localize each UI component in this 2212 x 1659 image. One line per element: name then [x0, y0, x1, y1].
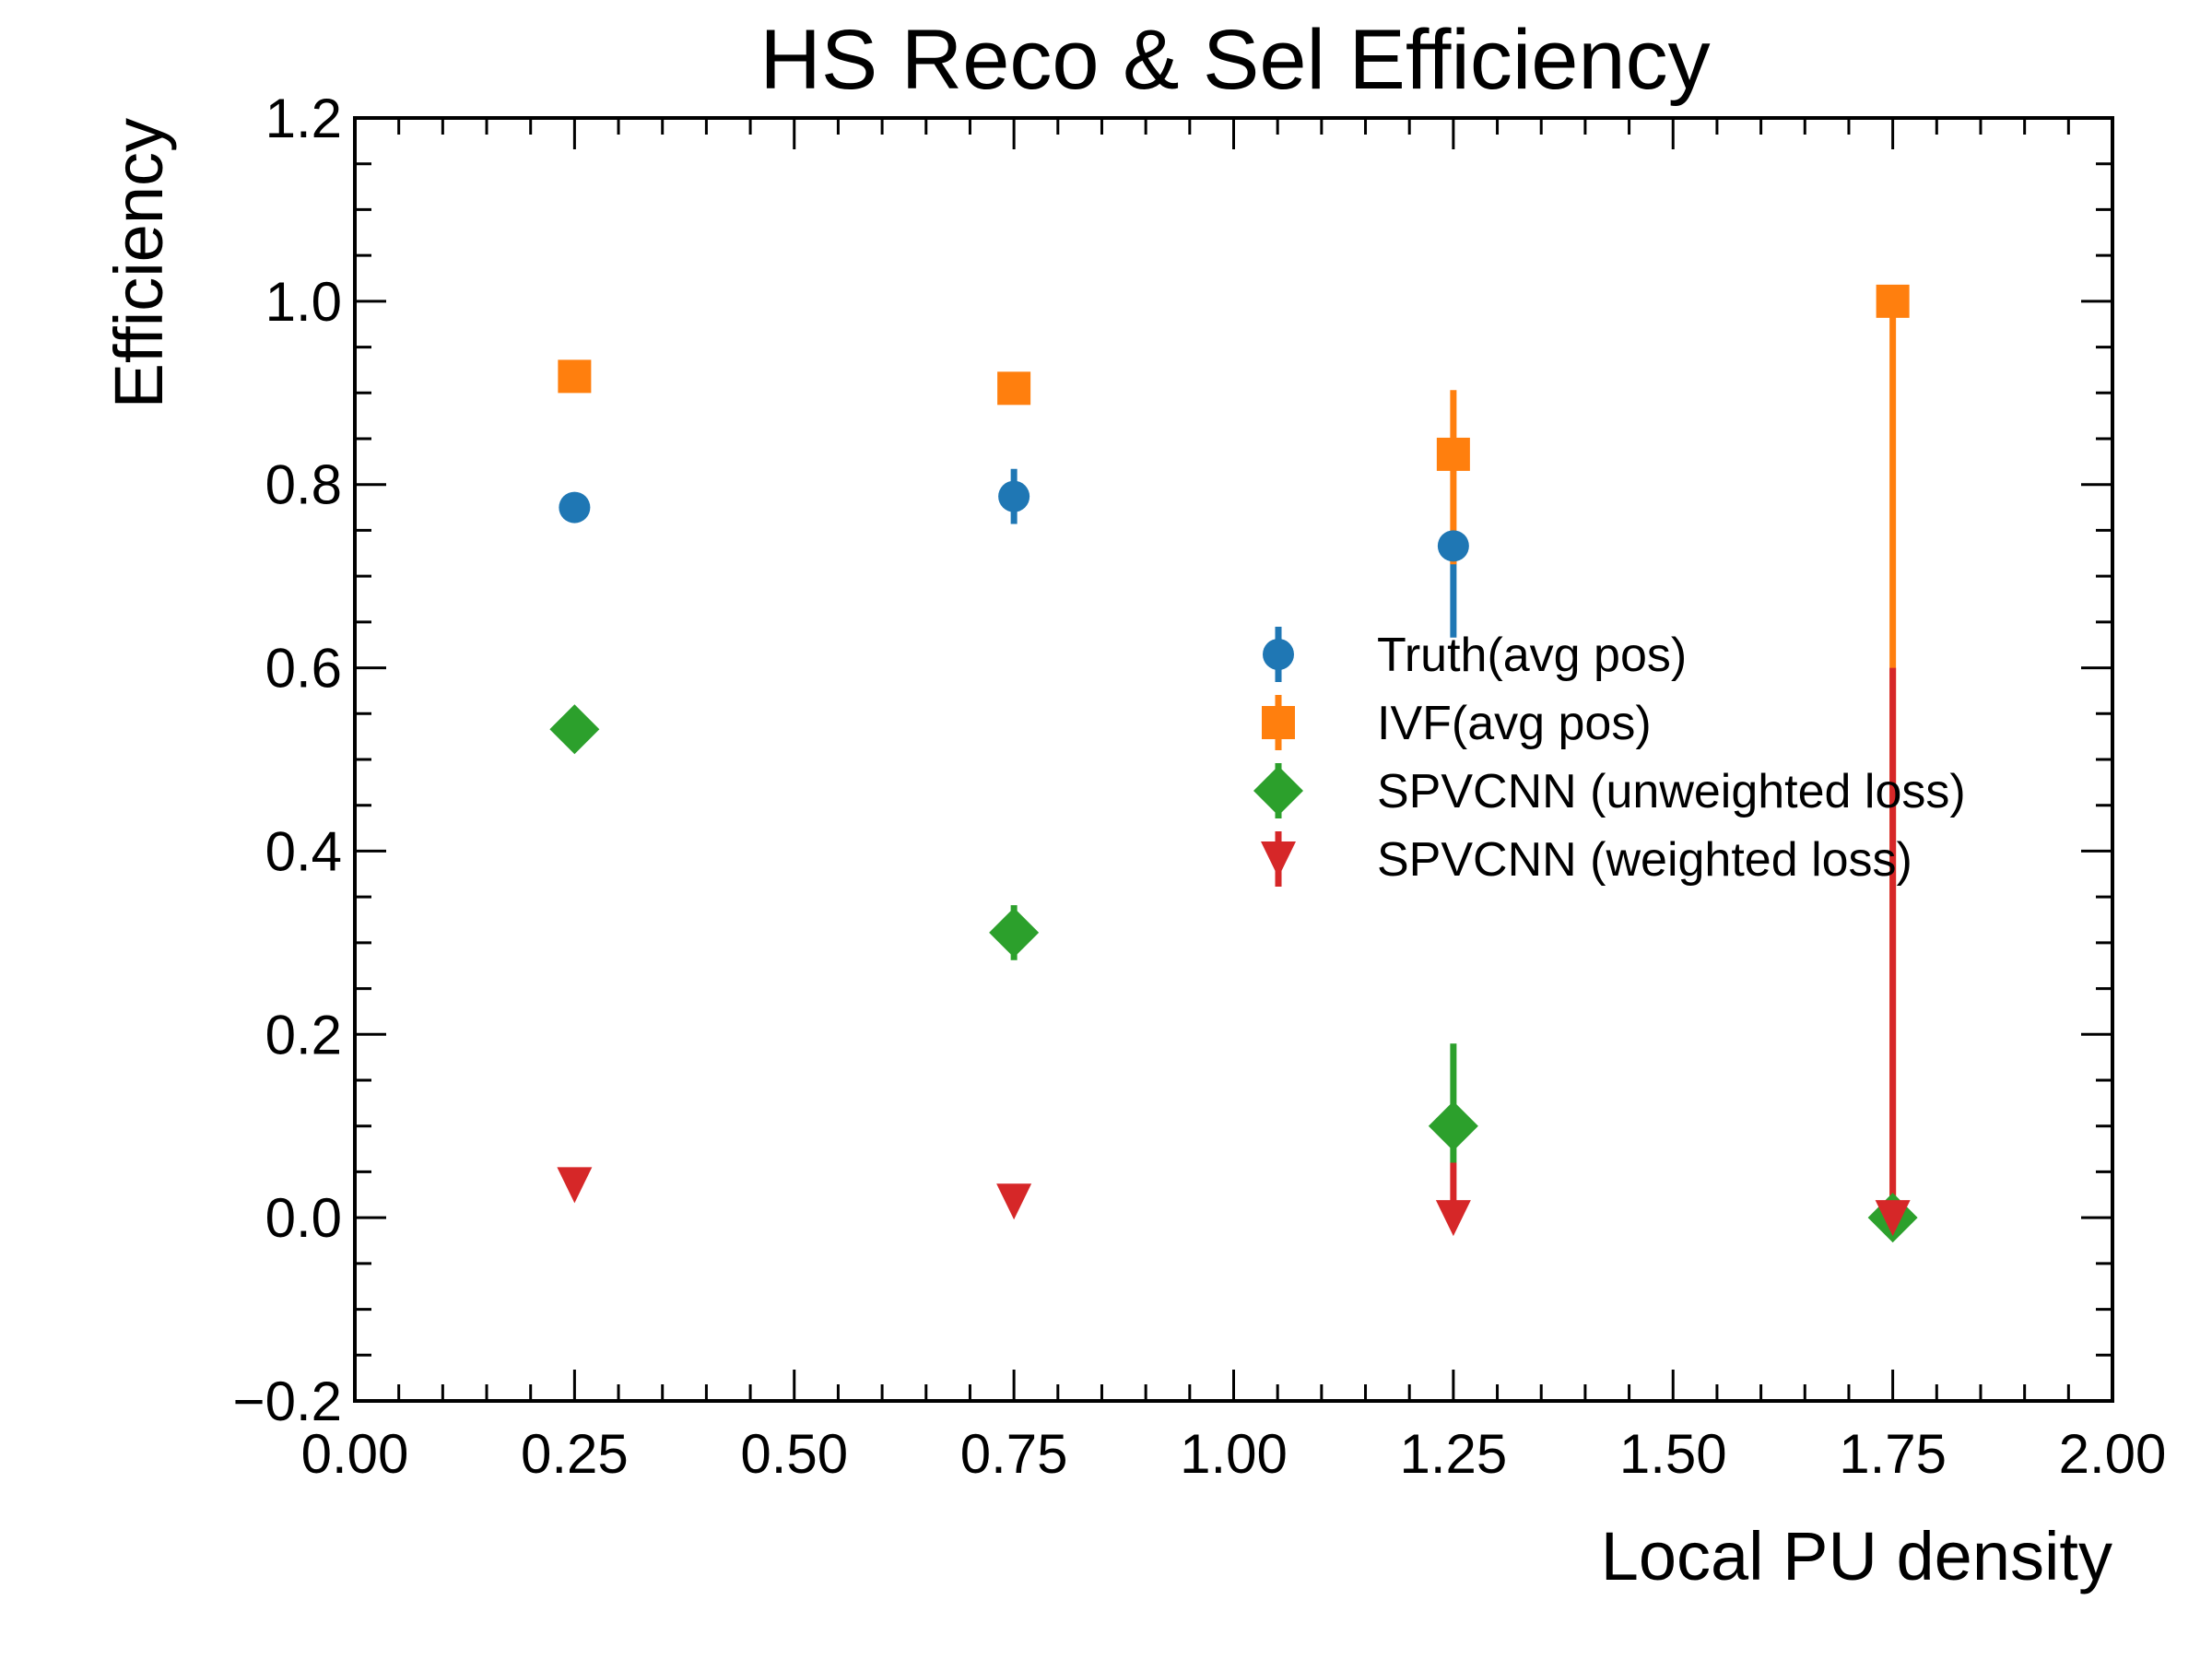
legend-truth-avg-pos-marker: [1263, 639, 1294, 670]
legend-spvcnn-unweighted-loss-label: SPVCNN (unweighted loss): [1377, 765, 1966, 818]
truth-avg-pos-point: [998, 480, 1030, 512]
y-tick-label: −0.2: [233, 1371, 342, 1432]
legend-truth-avg-pos-label: Truth(avg pos): [1377, 629, 1687, 682]
ivf-avg-pos-point: [997, 371, 1031, 406]
x-tick-label: 0.75: [960, 1423, 1068, 1485]
ivf-avg-pos-point: [1876, 284, 1910, 318]
x-tick-label: 1.50: [1619, 1423, 1727, 1485]
truth-avg-pos-point: [1437, 530, 1469, 562]
spvcnn-weighted-loss-point: [1875, 1200, 1911, 1237]
y-tick-label: 0.6: [265, 638, 342, 700]
spvcnn-unweighted-loss-point: [549, 704, 600, 755]
plot-frame: [353, 116, 2114, 1403]
x-tick-label: 1.25: [1399, 1423, 1507, 1485]
legend: Truth(avg pos) IVF(avg pos) SPVCNN (unweig…: [1253, 627, 1966, 887]
y-tick-label: 0.4: [265, 820, 342, 882]
x-tick-label: 0.25: [521, 1423, 629, 1485]
spvcnn-weighted-loss-point: [996, 1183, 1032, 1220]
legend-spvcnn-weighted-loss-label: SPVCNN (weighted loss): [1377, 833, 1912, 887]
ivf-avg-pos-point: [558, 359, 592, 394]
legend-spvcnn-unweighted-loss-marker: [1253, 766, 1303, 816]
y-tick-label: 1.2: [265, 88, 342, 149]
ivf-avg-pos-point: [1436, 437, 1470, 471]
x-tick-label: 1.00: [1180, 1423, 1288, 1485]
chart-title: HS Reco & Sel Efficiency: [759, 13, 1710, 107]
x-tick-label: 1.75: [1839, 1423, 1947, 1485]
truth-avg-pos-point: [559, 491, 591, 524]
spvcnn-unweighted-loss-point: [1428, 1100, 1478, 1151]
spvcnn-weighted-loss-point: [1435, 1200, 1471, 1237]
y-tick-label: 0.2: [265, 1004, 342, 1065]
x-tick-label: 0.00: [301, 1423, 409, 1485]
spvcnn-unweighted-loss-point: [989, 907, 1040, 958]
y-tick-label: 0.0: [265, 1187, 342, 1249]
y-tick-label: 1.0: [265, 271, 342, 333]
x-tick-label: 0.50: [740, 1423, 848, 1485]
plot-area: 0.00 0.25 0.50 0.75 1.00 1.25 1.50 1.75 2.00 −0.2…: [233, 88, 2167, 1485]
y-axis-label: Efficiency: [100, 118, 177, 408]
legend-spvcnn-weighted-loss-marker: [1261, 841, 1296, 877]
x-tick-label: 2.00: [2059, 1423, 2167, 1485]
legend-ivf-avg-pos-label: IVF(avg pos): [1377, 697, 1652, 750]
x-axis-label: Local PU density: [1601, 1518, 2112, 1594]
legend-ivf-avg-pos-marker: [1262, 706, 1295, 739]
y-tick-label: 0.8: [265, 454, 342, 516]
spvcnn-weighted-loss-point: [557, 1167, 593, 1204]
